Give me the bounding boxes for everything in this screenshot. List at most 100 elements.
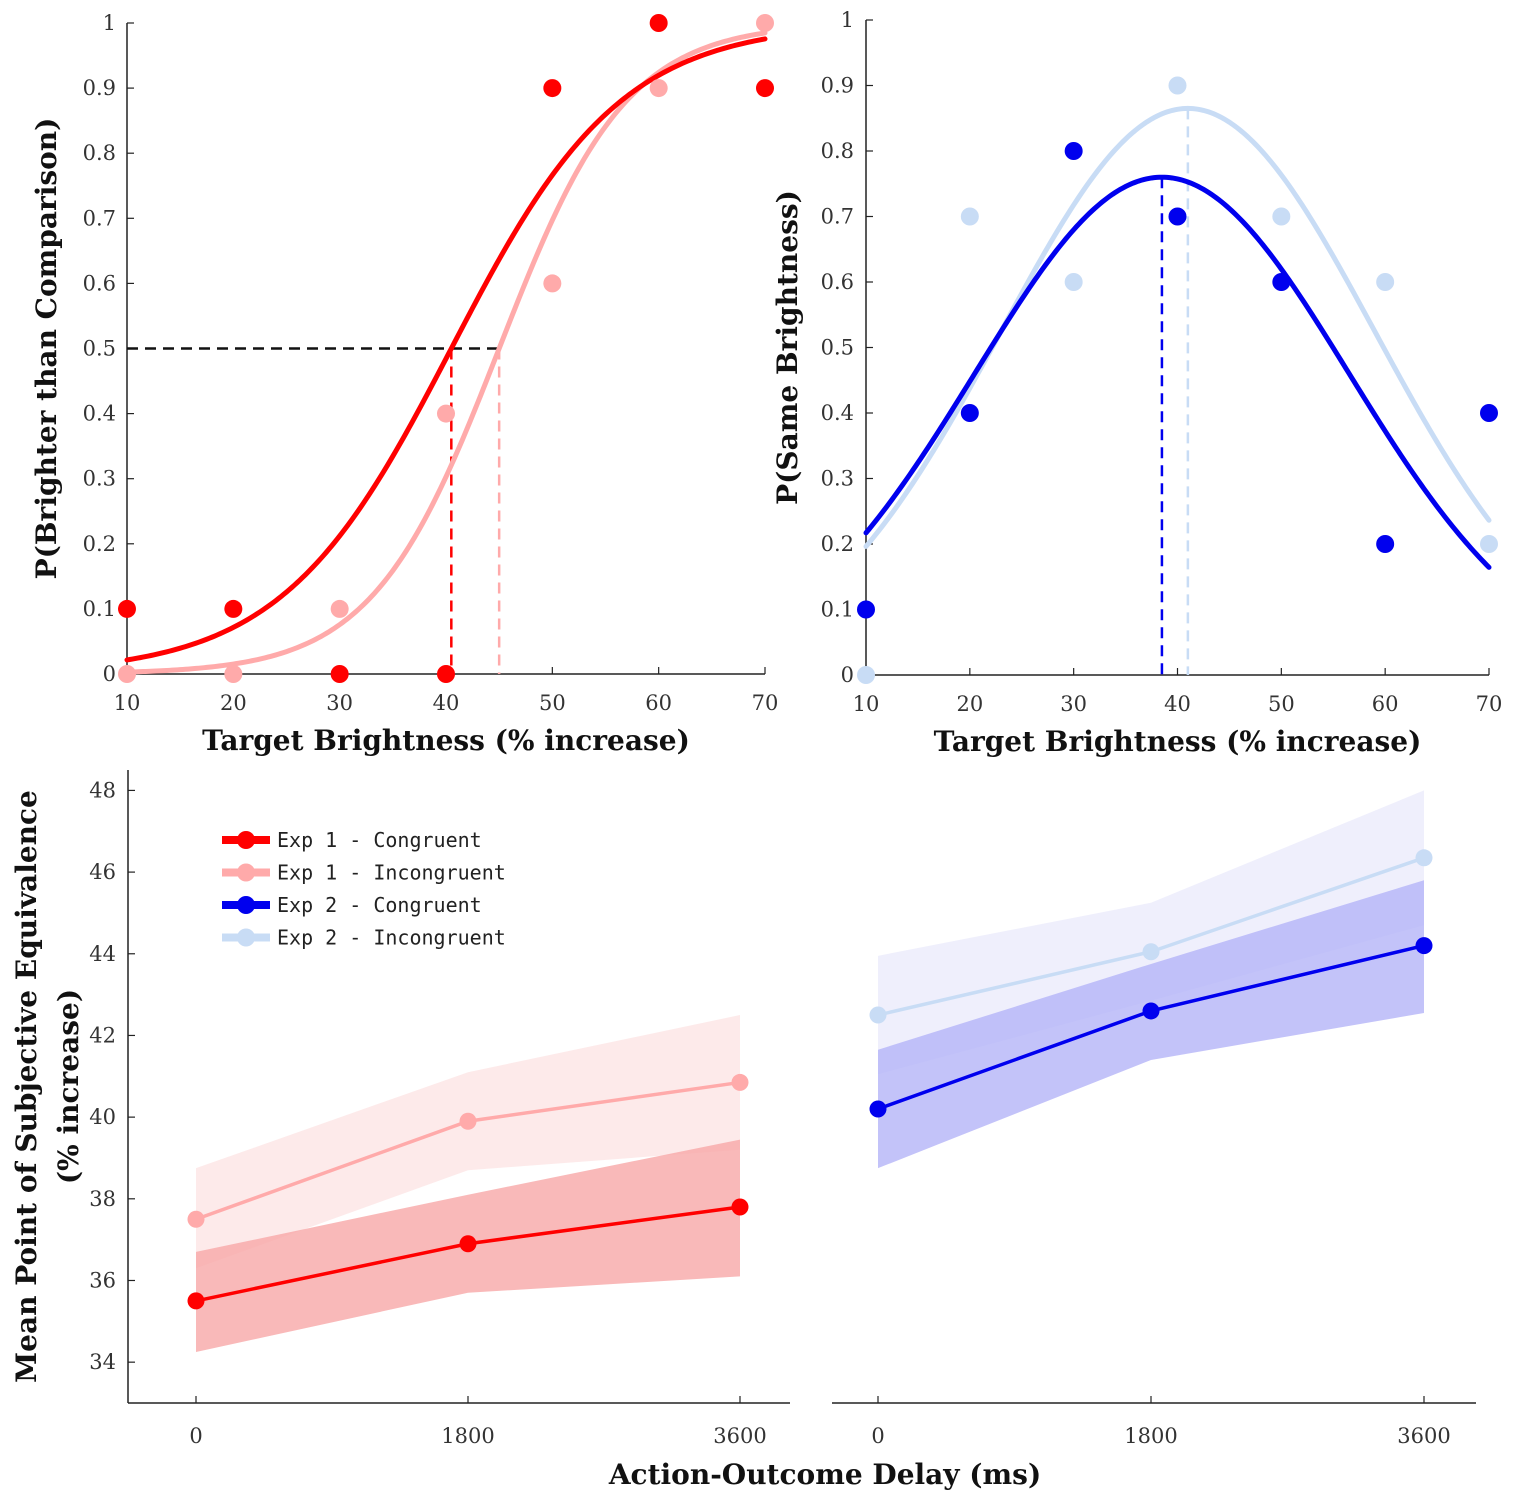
- data-point-congruent: [1142, 1002, 1160, 1020]
- legend-entry: Exp 1 - Congruent: [222, 828, 482, 852]
- x-tick-label: 50: [539, 691, 566, 715]
- shared-x-axis-label: Action-Outcome Delay (ms): [608, 1458, 1041, 1491]
- data-point-congruent: [543, 79, 562, 98]
- y-tick-label: 36: [89, 1268, 116, 1292]
- data-point-incongruent: [224, 665, 243, 683]
- data-point-congruent: [1376, 535, 1395, 553]
- y-tick-label: 0.9: [821, 74, 854, 98]
- error-band-congruent: [878, 880, 1424, 1169]
- fit-curve-congruent: [863, 174, 1492, 570]
- data-point-incongruent: [1272, 207, 1291, 226]
- legend-label: Exp 1 - Congruent: [277, 828, 482, 852]
- y-tick-label: 0.6: [821, 270, 854, 294]
- data-point-congruent: [1272, 273, 1291, 291]
- data-point-congruent: [857, 600, 875, 619]
- y-tick-label: 0.7: [821, 205, 854, 229]
- y-tick-label: 0.6: [83, 271, 116, 295]
- x-tick-label: 60: [645, 691, 672, 715]
- legend-swatch-marker: [237, 863, 255, 882]
- legend-entry: Exp 2 - Incongruent: [222, 926, 506, 950]
- y-tick-label: 46: [89, 860, 116, 884]
- data-point-incongruent: [437, 404, 455, 423]
- x-tick-label: 70: [752, 691, 779, 715]
- data-point-congruent: [1168, 207, 1187, 226]
- legend-entry: Exp 1 - Incongruent: [222, 861, 506, 885]
- fit-curve-incongruent: [124, 30, 768, 675]
- y-tick-label: 0.5: [83, 337, 116, 361]
- data-point-congruent: [1480, 404, 1498, 422]
- x-tick-label: 70: [1476, 692, 1503, 716]
- y-tick-label: 0.9: [83, 76, 116, 100]
- fit-curve-incongruent: [863, 105, 1492, 549]
- data-point-congruent: [224, 599, 243, 618]
- y-tick-label: 40: [89, 1105, 116, 1129]
- legend-label: Exp 2 - Incongruent: [277, 926, 506, 950]
- data-point-congruent: [118, 599, 136, 618]
- data-point-incongruent: [756, 14, 774, 32]
- data-point-congruent: [330, 665, 349, 683]
- data-point-congruent: [869, 1100, 887, 1118]
- y-tick-label: 0.4: [83, 402, 116, 426]
- data-point-incongruent: [459, 1112, 477, 1130]
- y-tick-label: 0: [841, 663, 854, 687]
- data-point-congruent: [437, 665, 455, 683]
- panel-same-judgement: 10 20 30 40 50 60 70 0 0.1 0.2 0.3 0.4 0.5 0.6 0.7 0.8 0…: [771, 8, 1502, 758]
- panel-psychometric: 10 20 30 40 50 60 70 0 0.1 0.2 0.3 0.4 0.5 0.6 0.7 0.8 0…: [30, 11, 778, 757]
- x-tick-label: 30: [1060, 692, 1087, 716]
- legend-swatch-marker: [237, 896, 255, 914]
- y-tick-label: 0.4: [821, 401, 854, 425]
- y-tick-label: 48: [89, 778, 116, 802]
- x-tick-label: 1800: [441, 1424, 494, 1448]
- y-tick-label: 0.3: [83, 467, 116, 491]
- data-point-incongruent: [1415, 849, 1433, 867]
- legend: Exp 1 - Congruent Exp 1 - Incongruent Exp …: [222, 828, 506, 950]
- data-point-incongruent: [1168, 76, 1187, 95]
- data-point-congruent: [960, 404, 979, 422]
- data-point-incongruent: [1064, 273, 1083, 291]
- x-tick-label: 40: [1164, 692, 1191, 716]
- data-point-incongruent: [960, 207, 979, 226]
- legend-swatch-marker: [237, 928, 255, 947]
- x-tick-label: 30: [326, 691, 353, 715]
- y-tick-label: 1: [103, 11, 116, 35]
- data-point-incongruent: [857, 666, 875, 684]
- x-tick-label: 20: [220, 691, 247, 715]
- data-point-congruent: [756, 79, 774, 98]
- x-tick-label: 10: [853, 692, 880, 716]
- x-tick-label: 0: [189, 1424, 202, 1448]
- legend-label: Exp 2 - Congruent: [277, 893, 482, 917]
- y-axis-label-line2: (% increase): [52, 989, 85, 1184]
- data-point-incongruent: [869, 1006, 887, 1024]
- x-tick-label: 3600: [1397, 1424, 1450, 1448]
- y-tick-label: 0.2: [821, 532, 854, 556]
- x-tick-label: 50: [1268, 692, 1295, 716]
- legend-swatch-marker: [237, 831, 255, 849]
- y-tick-label: 0.1: [83, 597, 116, 621]
- data-point-congruent: [1415, 937, 1433, 955]
- x-tick-label: 10: [114, 691, 141, 715]
- data-point-incongruent: [649, 79, 668, 98]
- data-point-congruent: [187, 1292, 205, 1310]
- legend-label: Exp 1 - Incongruent: [277, 861, 506, 885]
- y-axis-label: P(Brighter than Comparison): [30, 118, 63, 580]
- panel-pse-exp1: 0 1800 3600 34 36 38 40 42 44 46 48 Mean Point of S…: [10, 770, 790, 1448]
- data-point-congruent: [649, 14, 668, 32]
- x-axis-label: Target Brightness (% increase): [934, 725, 1422, 758]
- data-point-incongruent: [731, 1073, 749, 1091]
- y-tick-label: 0.3: [821, 467, 854, 491]
- data-point-incongruent: [1376, 273, 1395, 291]
- data-point-incongruent: [1480, 535, 1498, 553]
- y-tick-label: 0.8: [83, 141, 116, 165]
- data-point-incongruent: [1142, 943, 1160, 961]
- data-point-incongruent: [187, 1210, 205, 1228]
- data-point-congruent: [459, 1235, 477, 1253]
- panel-pse-exp2: 0 1800 3600: [832, 790, 1476, 1448]
- y-tick-label: 0.5: [821, 336, 854, 360]
- y-tick-label: 0.2: [83, 532, 116, 556]
- y-axis-label: P(Same Brightness): [771, 190, 804, 505]
- fit-curve-congruent: [124, 36, 768, 663]
- error-band-incongruent: [878, 790, 1424, 1075]
- x-tick-label: 60: [1372, 692, 1399, 716]
- y-tick-label: 0.1: [821, 598, 854, 622]
